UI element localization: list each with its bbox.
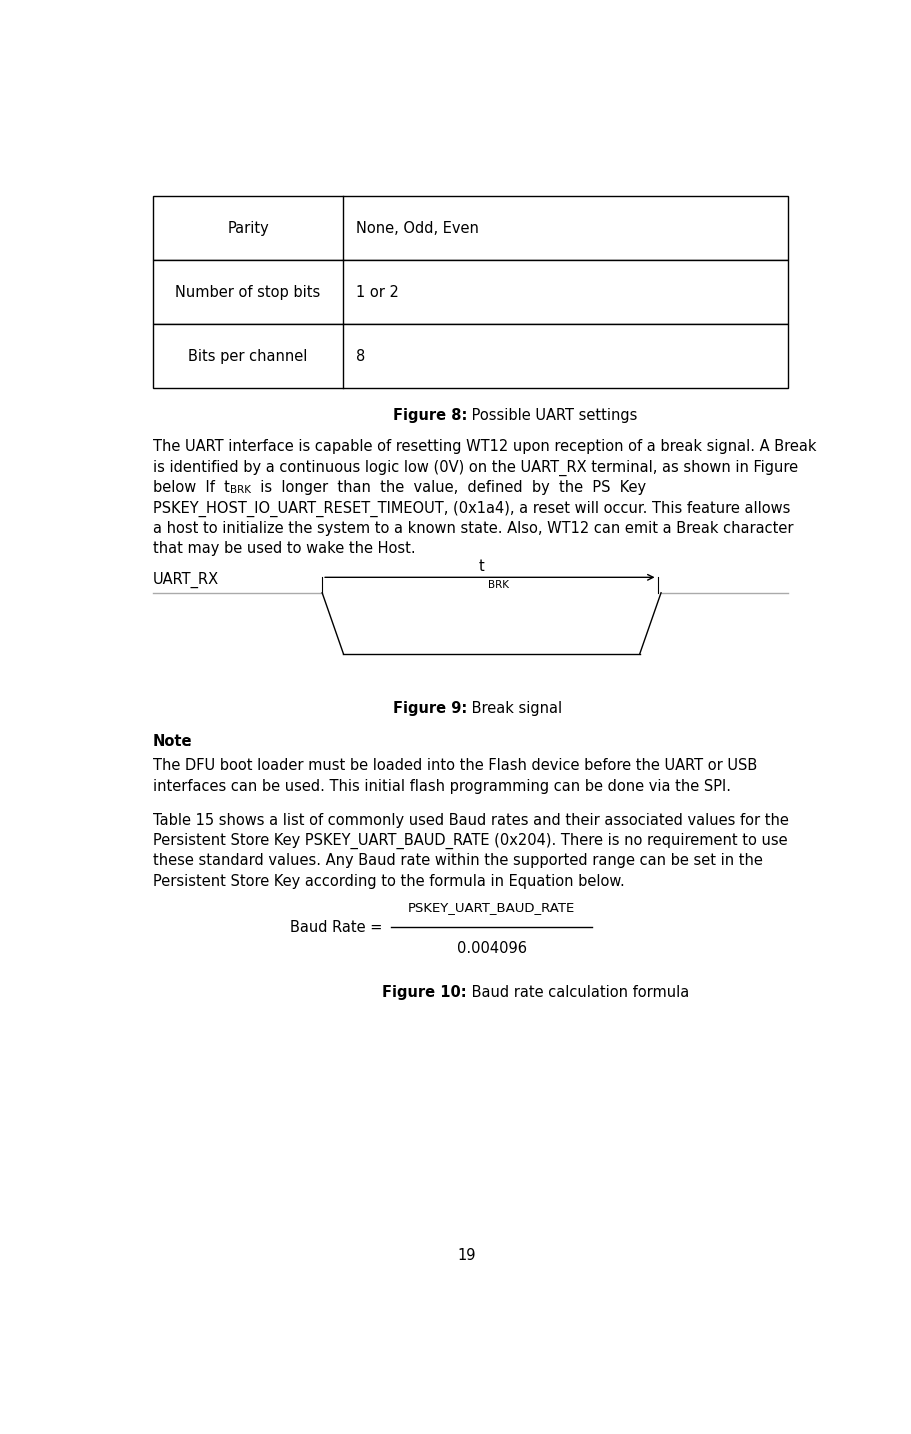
Text: BRK: BRK (230, 485, 251, 495)
Text: a host to initialize the system to a known state. Also, WT12 can emit a Break ch: a host to initialize the system to a kno… (153, 521, 793, 536)
Text: 0.004096: 0.004096 (456, 941, 527, 955)
Text: Baud Rate =: Baud Rate = (291, 919, 387, 935)
Text: Possible UART settings: Possible UART settings (466, 409, 638, 423)
Text: Note: Note (153, 734, 192, 749)
Text: Number of stop bits: Number of stop bits (176, 285, 321, 300)
Text: interfaces can be used. This initial flash programming can be done via the SPI.: interfaces can be used. This initial fla… (153, 779, 731, 794)
Text: 19: 19 (457, 1248, 476, 1263)
Text: The UART interface is capable of resetting WT12 upon reception of a break signal: The UART interface is capable of resetti… (153, 439, 816, 455)
Text: BRK: BRK (488, 579, 509, 589)
Bar (153, 196, 788, 261)
Bar (153, 324, 788, 389)
Text: Baud rate calculation formula: Baud rate calculation formula (466, 985, 689, 999)
Text: The DFU boot loader must be loaded into the Flash device before the UART or USB: The DFU boot loader must be loaded into … (153, 759, 757, 773)
Text: below  If  t: below If t (153, 480, 230, 495)
Text: Figure 10:: Figure 10: (383, 985, 466, 999)
Text: PSKEY_UART_BAUD_RATE: PSKEY_UART_BAUD_RATE (408, 901, 575, 913)
Text: Parity: Parity (227, 221, 269, 237)
Text: Break signal: Break signal (466, 701, 562, 716)
Text: these standard values. Any Baud rate within the supported range can be set in th: these standard values. Any Baud rate wit… (153, 853, 763, 869)
Text: is  longer  than  the  value,  defined  by  the  PS  Key: is longer than the value, defined by the… (251, 480, 646, 495)
Text: is identified by a continuous logic low (0V) on the UART_RX terminal, as shown i: is identified by a continuous logic low … (153, 460, 798, 476)
Text: :: : (187, 734, 191, 749)
Text: 8: 8 (356, 348, 365, 364)
Text: PSKEY_HOST_IO_UART_RESET_TIMEOUT, (0x1a4), a reset will occur. This feature allo: PSKEY_HOST_IO_UART_RESET_TIMEOUT, (0x1a4… (153, 500, 790, 516)
Text: UART_RX: UART_RX (153, 572, 219, 588)
Text: t: t (479, 559, 485, 574)
Text: None, Odd, Even: None, Odd, Even (356, 221, 479, 237)
Text: Figure 9:: Figure 9: (393, 701, 466, 716)
Text: Figure 8:: Figure 8: (393, 409, 466, 423)
Text: Persistent Store Key PSKEY_UART_BAUD_RATE (0x204). There is no requirement to us: Persistent Store Key PSKEY_UART_BAUD_RAT… (153, 833, 787, 849)
Text: that may be used to wake the Host.: that may be used to wake the Host. (153, 542, 415, 556)
Text: 1 or 2: 1 or 2 (356, 285, 399, 300)
Text: Bits per channel: Bits per channel (189, 348, 308, 364)
Bar (153, 261, 788, 324)
Text: Persistent Store Key according to the formula in Equation below.: Persistent Store Key according to the fo… (153, 873, 624, 889)
Text: Table 15 shows a list of commonly used Baud rates and their associated values fo: Table 15 shows a list of commonly used B… (153, 813, 789, 827)
